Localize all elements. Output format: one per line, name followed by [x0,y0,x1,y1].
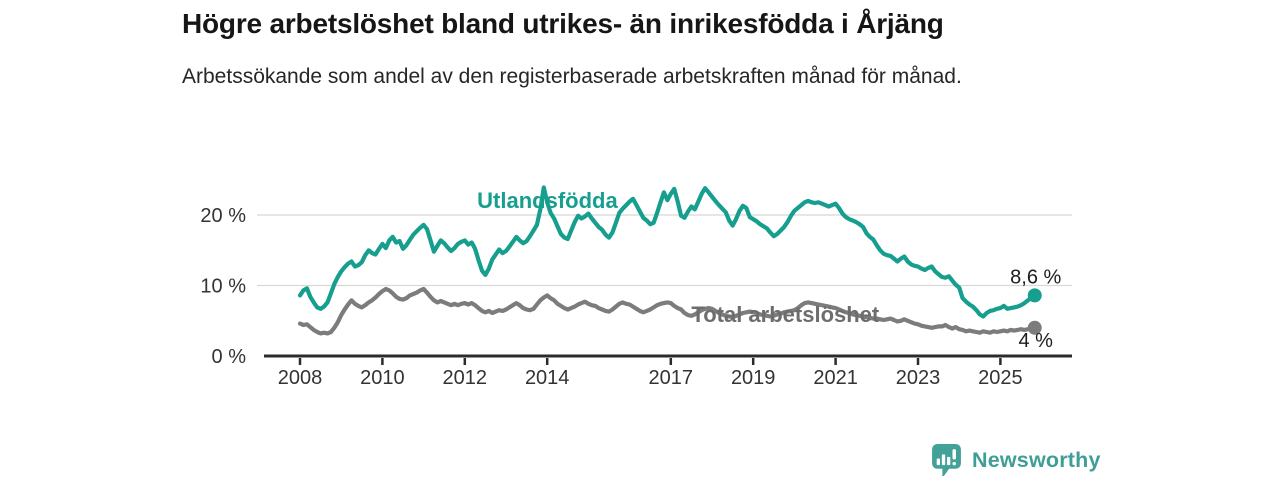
total-arbetsloshet-line [297,286,1037,336]
utlandsfodda-end-dot [1027,288,1042,303]
newsworthy-logo-icon [932,444,961,476]
exclamation-dot [952,461,956,466]
y-tick-label-10: 10 % [200,276,246,298]
y-tick-label-0: 0 % [212,346,247,368]
chart-subtitle: Arbetssökande som andel av den registerb… [182,65,962,88]
exclamation-stroke [952,449,956,460]
x-tick-label-2017: 2017 [649,367,694,389]
x-tick-label-2021: 2021 [813,367,858,389]
x-tick-label-2010: 2010 [360,367,405,389]
x-tick-label-2008: 2008 [278,367,323,389]
x-tick-label-2019: 2019 [731,367,776,389]
x-tick-label-2014: 2014 [525,367,570,389]
x-tick-label-2012: 2012 [443,367,488,389]
newsworthy-logo-text: Newsworthy [972,447,1101,472]
utlandsfodda-line [297,185,1037,319]
bar-chart-glyph [936,449,956,466]
total-arbetsloshet-end-dot [1027,320,1042,335]
utlandsfodda-end-value-label: 8,6 % [1010,266,1061,288]
x-tick-label-2025: 2025 [978,367,1023,389]
x-tick-label-2023: 2023 [896,367,941,389]
y-tick-label-20: 20 % [200,205,246,227]
speech-bubble-shape [932,444,961,476]
total-arbetsloshet-end-value-label: 4 % [1018,330,1053,352]
newsworthy-branding: Newsworthy [930,443,1101,477]
utlandsfodda-label: Utlandsfödda [477,188,618,213]
chart-title: Högre arbetslöshet bland utrikes- än inr… [182,8,944,39]
total-arbetsloshet-label: Total arbetslöshet [691,302,880,327]
